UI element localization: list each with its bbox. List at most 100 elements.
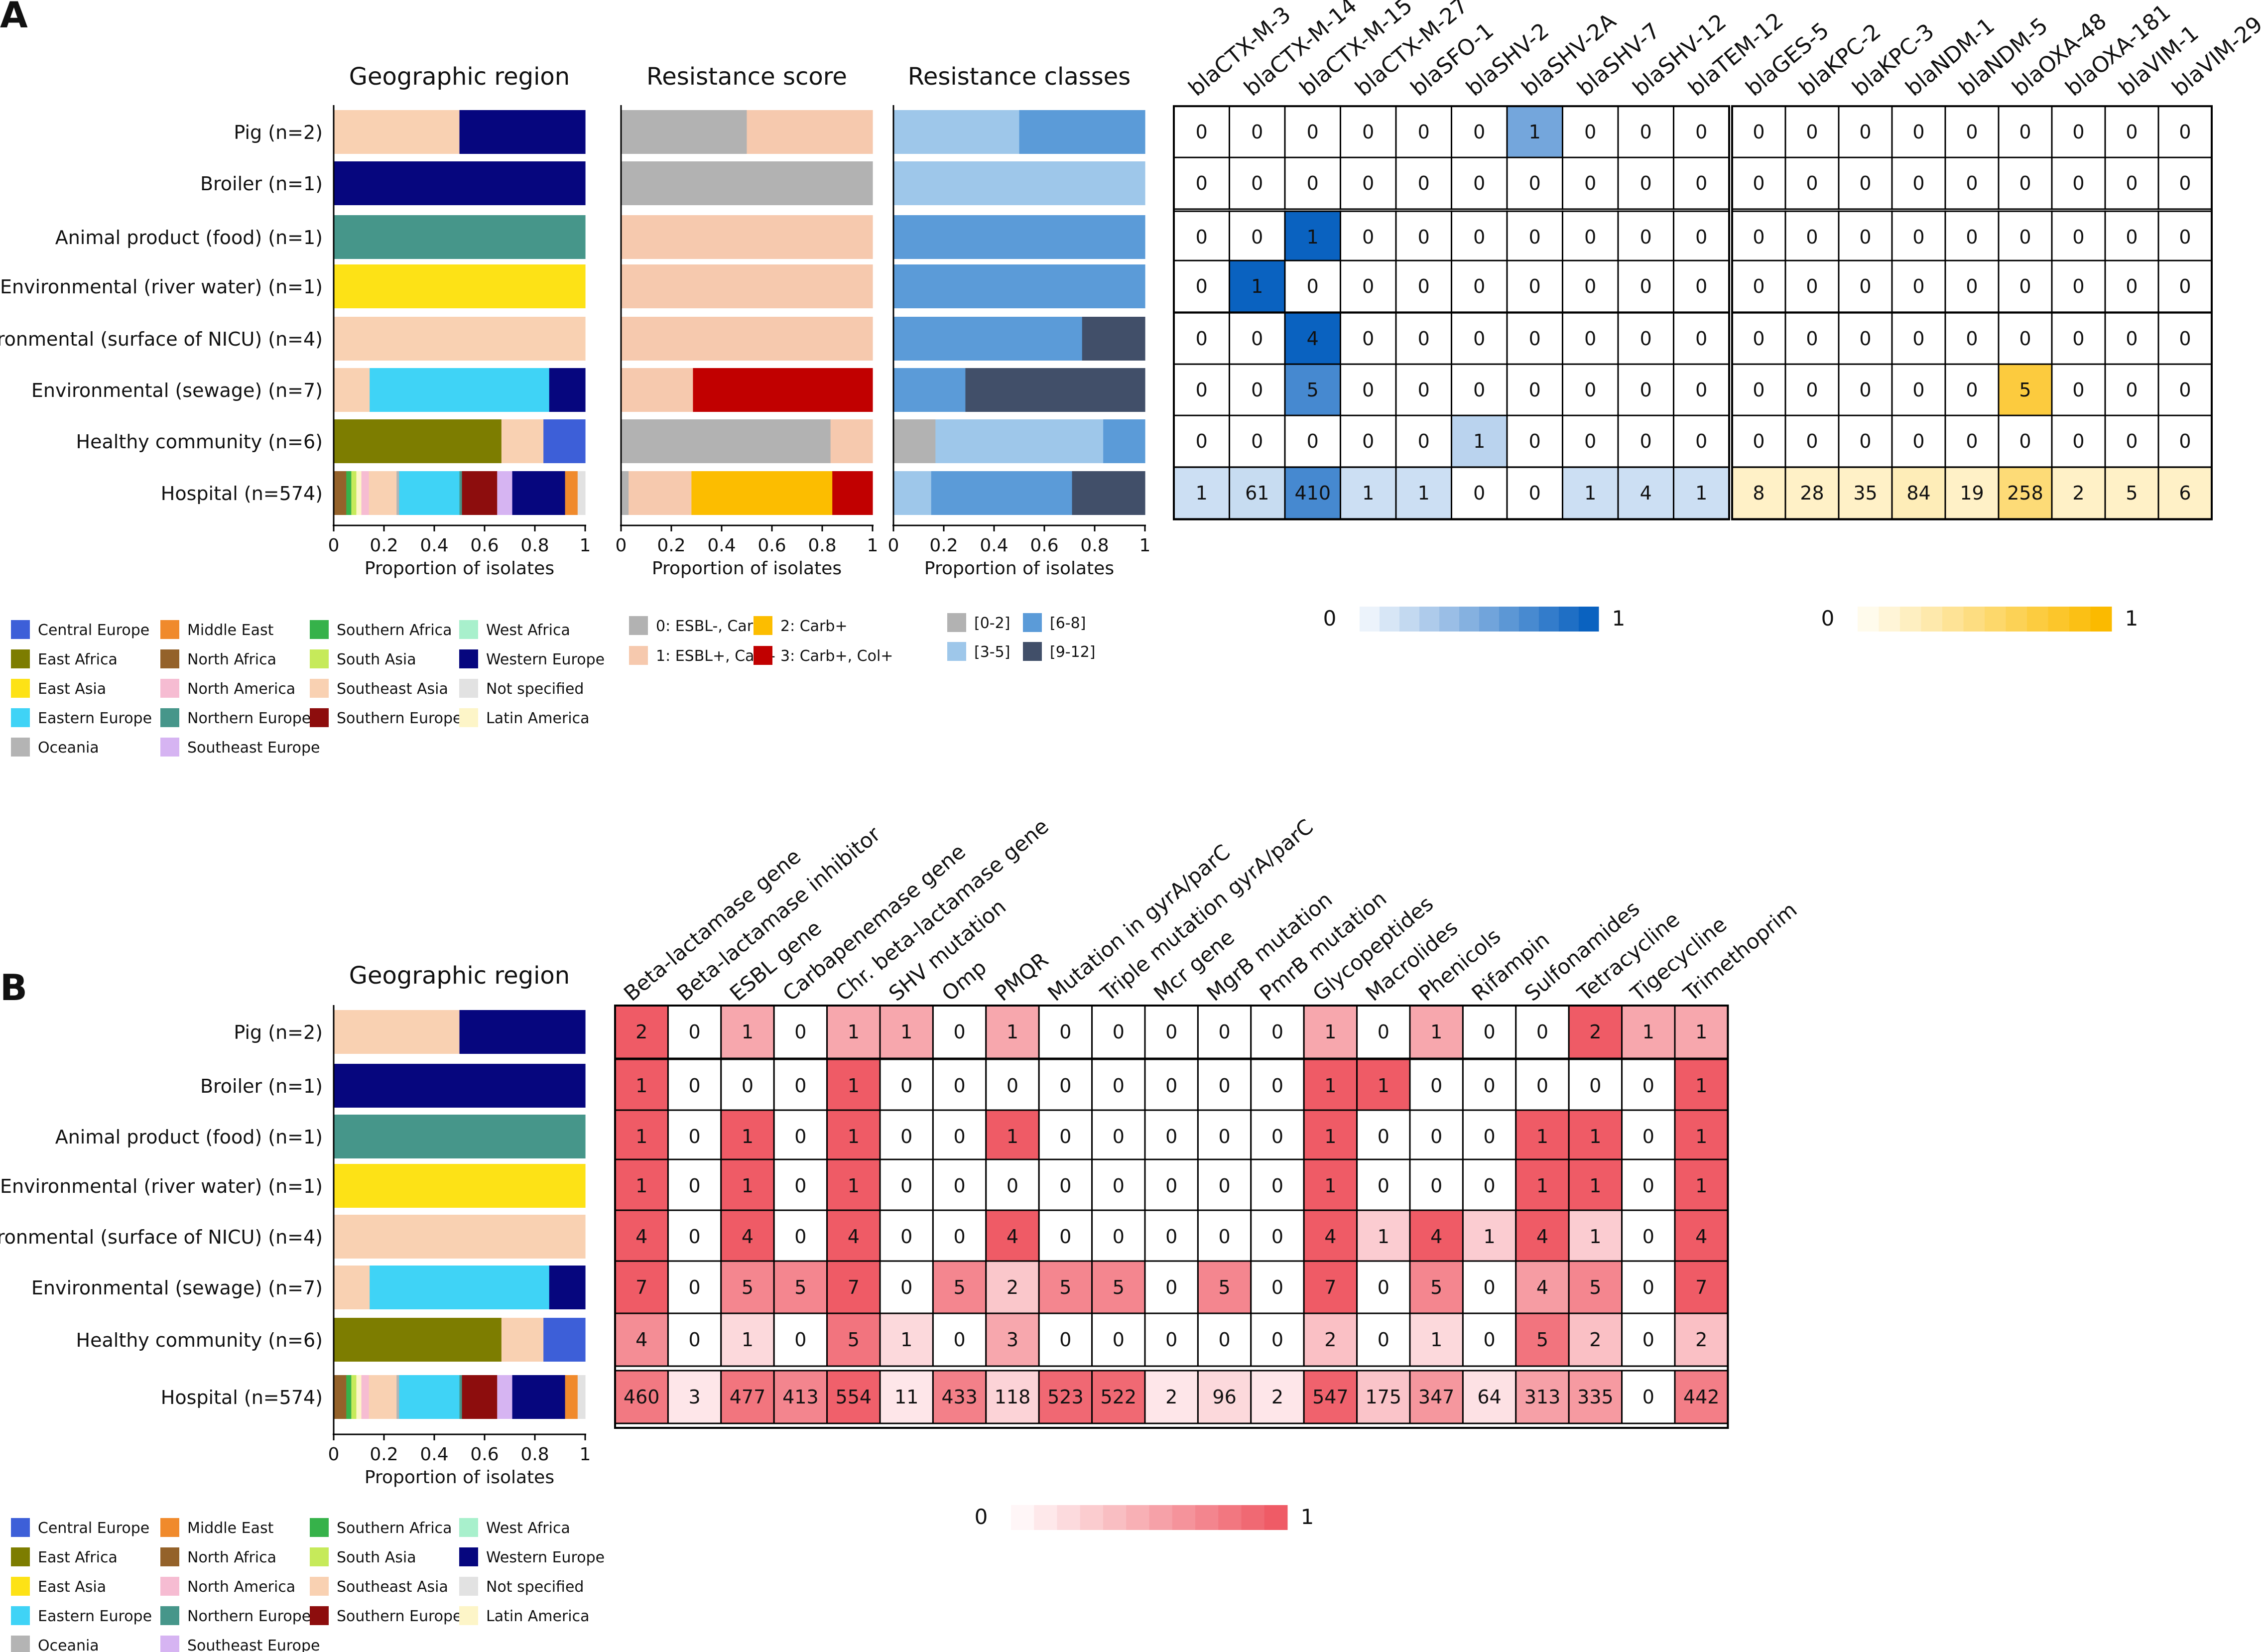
cell-value: 0 [1642,1175,1654,1197]
cell-value: 0 [1219,1021,1231,1043]
heatmap-cell [1250,1370,1305,1424]
cell-value: 0 [1251,328,1263,350]
legend-swatch-west-africa [459,620,478,639]
bar-segment-southeast-asia [334,368,370,412]
cell-value: 4 [1536,1226,1548,1248]
cell-value: 0 [794,1126,806,1147]
bar-segment-northern-europe [459,471,463,515]
cell-value: 0 [1362,328,1374,350]
scale-step [1380,607,1400,632]
cell-value: 0 [2179,172,2191,194]
cell-value: 0 [1007,1175,1018,1197]
cell-value: 0 [1640,275,1652,297]
cell-value: 0 [1473,121,1485,143]
scale-step [1942,607,1964,632]
stacked-bar-chart-b-region: Geographic region Pig (n=2) Broiler (n=1) A… [0,962,591,1488]
cell-value: 0 [1362,172,1374,194]
scale-step [1241,1505,1265,1530]
cell-value: 1 [1589,1126,1601,1147]
x-tick-label: 0.6 [1030,535,1058,556]
cell-value: 5 [2019,379,2031,401]
heatmap-cell [1838,105,1893,159]
legend-swatch-1-esbl-carb [629,646,648,665]
legend-label: Not specified [486,1578,584,1596]
heatmap-cell [1356,1005,1411,1059]
cell-value: 2 [1695,1329,1707,1351]
cell-value: 1 [848,1175,860,1197]
cell-value: 0 [1165,1226,1177,1248]
cell-value: 0 [1912,328,1924,350]
cell-value: 0 [1529,172,1541,194]
heatmap-cell [1621,1158,1676,1213]
cell-value: 0 [1378,1329,1389,1351]
bar-segment-6-8 [1103,419,1145,463]
scale-max-label: 1 [1301,1505,1314,1529]
cell-value: 522 [1101,1386,1137,1408]
bar-segment-southeast-asia [369,471,397,515]
heatmap-cell [1173,312,1230,366]
cell-value: 0 [1473,328,1485,350]
bar-segment-3-carb-col [832,471,873,515]
cell-value: 0 [2072,430,2084,452]
cell-value: 5 [742,1276,754,1298]
heatmap-cell [1250,1312,1305,1367]
cell-value: 1 [1529,121,1541,143]
bar-segment-southern-africa [346,471,352,515]
cell-value: 547 [1312,1386,1349,1408]
bar-segment-north-africa [334,1375,347,1419]
cell-value: 0 [1806,121,1818,143]
cell-value: 0 [1271,1021,1283,1043]
cell-value: 1 [1007,1021,1018,1043]
heatmap-cell [1731,156,1786,210]
cell-value: 313 [1524,1386,1561,1408]
x-tick-label: 0.4 [707,535,736,556]
heatmap-cell [2104,414,2159,468]
cell-value: 0 [2179,121,2191,143]
bar-segment-latin-america [356,471,362,515]
cell-value: 0 [1113,1226,1125,1248]
legend-swatch-east-asia [11,1577,30,1596]
bar-segment-6-8 [893,215,1145,259]
heatmap-cell [720,1005,775,1059]
heatmap-cell [932,1158,987,1213]
cell-value: 0 [689,1021,701,1043]
legend-swatch-central-europe [11,620,30,639]
cell-value: 0 [1584,172,1596,194]
bar-segment-oceania [396,1375,399,1419]
legend-swatch-eastern-europe [11,708,30,727]
heatmap-cell [1998,105,2053,159]
heatmap-cell [1998,259,2053,313]
cell-value: 0 [1418,275,1430,297]
cell-value: 0 [2072,226,2084,248]
cell-value: 0 [1753,379,1764,401]
scale-step [1479,607,1500,632]
scale-step [1419,607,1440,632]
heatmap-cell [1944,363,2000,417]
heatmap-cell [826,1370,881,1424]
cell-value: 0 [1251,172,1263,194]
cell-value: 1 [1196,482,1208,504]
heatmap-cell [1568,1005,1623,1059]
heatmap-cell [1838,363,1893,417]
bar-segment-northern-europe [334,215,586,259]
bar-segment-western-europe [549,368,586,412]
cell-value: 1 [1695,482,1707,504]
cell-value: 1 [1362,482,1374,504]
cell-value: 4 [848,1226,860,1248]
cell-value: 554 [836,1386,872,1408]
heatmap-cell [773,1209,828,1264]
panel-label-a: A [0,0,28,36]
cell-value: 0 [1362,430,1374,452]
legend-swatch-northern-europe [160,708,179,727]
cell-value: 0 [1430,1175,1442,1197]
category-label: Environmental (surface of NICU) (n=4) [0,328,323,350]
cell-value: 0 [1251,379,1263,401]
cell-value: 0 [1271,1276,1283,1298]
legend-swatch-western-europe [459,649,478,668]
cell-value: 5 [848,1329,860,1351]
scale-step [1218,1505,1242,1530]
cell-value: 0 [900,1276,912,1298]
cell-value: 1 [1695,1175,1707,1197]
